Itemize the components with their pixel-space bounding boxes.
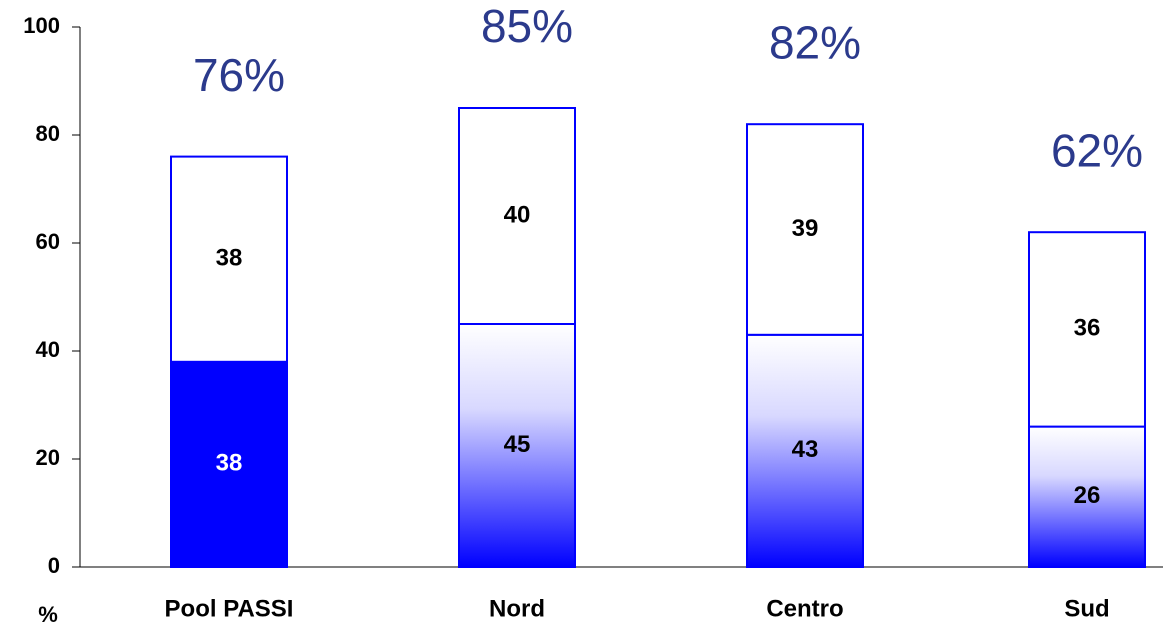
- y-tick-label: 20: [36, 445, 60, 470]
- y-tick-label: 40: [36, 337, 60, 362]
- x-tick-label: Pool PASSI: [165, 595, 294, 622]
- total-label: 85%: [481, 0, 573, 52]
- data-label: 36: [1074, 315, 1101, 342]
- y-tick-label: 100: [23, 13, 60, 38]
- x-tick-label: Centro: [766, 595, 843, 622]
- total-label: 82%: [769, 16, 861, 68]
- x-tick-label: Sud: [1064, 595, 1109, 622]
- data-label: 40: [504, 201, 531, 228]
- x-tick-label: Nord: [489, 595, 545, 622]
- data-label: 39: [792, 215, 819, 242]
- data-label: 43: [792, 436, 819, 463]
- bar-segment: [1028, 231, 1146, 428]
- bar-segment: [746, 333, 864, 568]
- bar-segment: [458, 323, 576, 568]
- data-label: 38: [216, 245, 243, 272]
- bar-segment: [746, 123, 864, 336]
- y-tick-label: 80: [36, 121, 60, 146]
- total-label: 76%: [193, 49, 285, 101]
- bar-segment: [170, 155, 288, 363]
- y-axis-label: %: [38, 602, 58, 627]
- y-tick-label: 0: [48, 553, 60, 578]
- total-label: 62%: [1051, 124, 1143, 176]
- data-label: 38: [216, 450, 243, 477]
- data-label: 45: [504, 431, 531, 458]
- y-tick-label: 60: [36, 229, 60, 254]
- data-label: 26: [1074, 482, 1101, 509]
- bar-segment: [170, 360, 288, 568]
- bar-segment: [458, 107, 576, 325]
